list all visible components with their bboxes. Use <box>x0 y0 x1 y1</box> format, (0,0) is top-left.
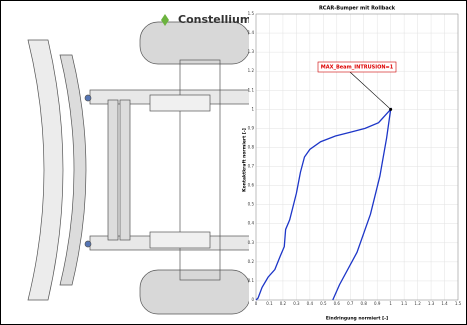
y-tick-label: 0.2 <box>248 259 255 264</box>
logo: Constellium <box>178 13 251 26</box>
x-tick-label: 0.6 <box>334 301 341 306</box>
y-tick-label: 0.3 <box>248 240 255 245</box>
y-axis-label: Kontaktkraft normiert [-] <box>242 128 248 192</box>
x-tick-label: 1 <box>389 301 392 306</box>
y-tick-label: 0.1 <box>248 278 255 283</box>
x-axis-label: Eindringung normiert [-] <box>326 316 388 322</box>
x-tick-label: 0.9 <box>374 301 381 306</box>
x-tick-label: 0.2 <box>280 301 287 306</box>
x-tick-label: 0.5 <box>320 301 327 306</box>
x-tick-label: 0.3 <box>293 301 300 306</box>
annotation-point <box>389 108 392 111</box>
x-tick-label: 1.5 <box>455 301 462 306</box>
y-tick-label: 1.1 <box>248 87 255 92</box>
x-tick-label: 1.2 <box>414 301 421 306</box>
y-tick-label: 0.8 <box>248 144 255 149</box>
x-tick-label: 0.4 <box>307 301 314 306</box>
x-tick-label: 1.1 <box>401 301 408 306</box>
x-tick-label: 0 <box>255 301 258 306</box>
y-tick-label: 1.3 <box>248 49 255 54</box>
y-tick-label: 0.4 <box>248 221 255 226</box>
y-tick-label: 1.5 <box>248 11 255 16</box>
y-tick-label: 0.9 <box>248 125 255 130</box>
y-tick-label: 0.7 <box>248 164 255 169</box>
chart-title: RCAR-Bumper mit Rollback <box>319 6 396 12</box>
annotation: MAX_Beam_INTRUSION=1 <box>321 65 394 71</box>
x-tick-label: 0.8 <box>361 301 368 306</box>
y-tick-label: 1.4 <box>248 30 255 35</box>
x-tick-label: 0.7 <box>347 301 354 306</box>
chart-panel <box>249 3 465 322</box>
y-tick-label: 0.6 <box>248 183 255 188</box>
y-tick-label: 1.2 <box>248 68 255 73</box>
x-tick-label: 1.4 <box>441 301 448 306</box>
x-tick-label: 0.1 <box>266 301 273 306</box>
x-tick-label: 1.3 <box>428 301 435 306</box>
screenshot: Constellium RCAR-Bumper mit Rollback Ein… <box>0 0 467 325</box>
y-tick-label: 0.5 <box>248 202 255 207</box>
